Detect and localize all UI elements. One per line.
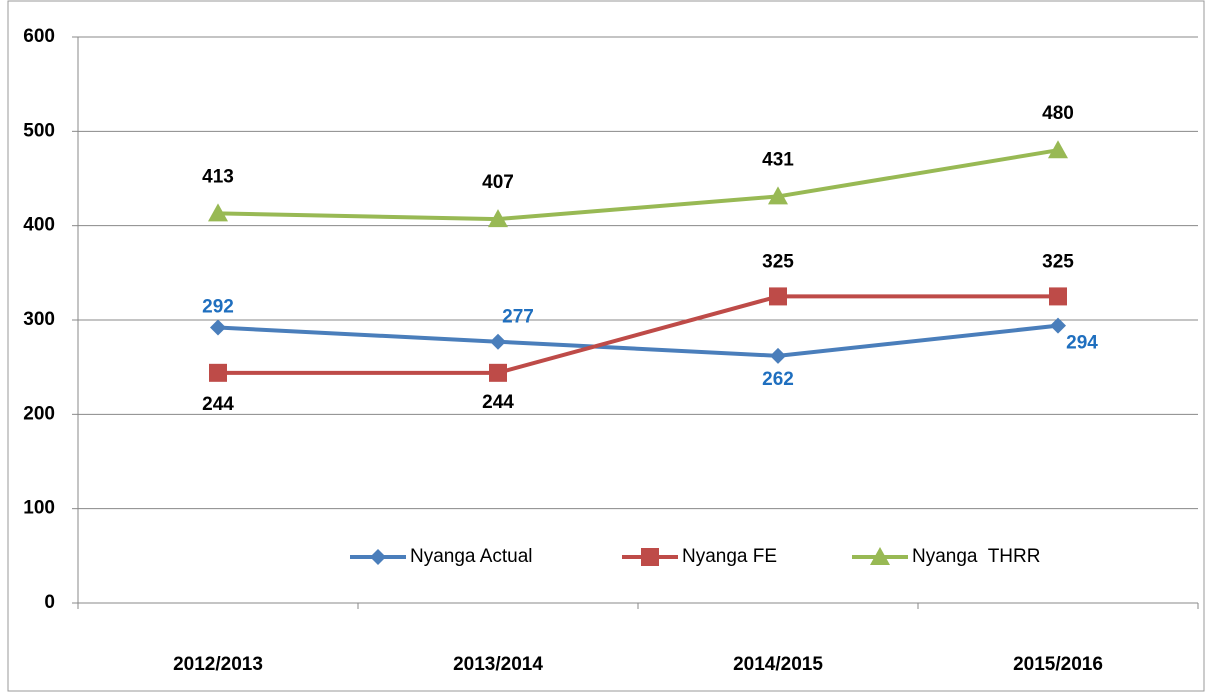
- data-label: 413: [202, 166, 234, 187]
- y-tick-label: 100: [23, 498, 55, 519]
- legend-label: Nyanga Actual: [410, 546, 533, 567]
- marker: [641, 548, 659, 566]
- data-label: 292: [202, 297, 234, 318]
- marker: [208, 203, 228, 222]
- marker: [210, 319, 226, 336]
- data-label: 277: [502, 307, 534, 328]
- data-label: 244: [202, 394, 234, 415]
- series-line: [217, 323, 1059, 358]
- data-label: 431: [762, 149, 794, 170]
- marker: [209, 363, 227, 382]
- data-label: 244: [482, 392, 514, 413]
- x-tick-label: 2013/2014: [453, 654, 543, 675]
- marker: [1049, 287, 1067, 306]
- marker: [1048, 140, 1068, 159]
- data-label: 480: [1042, 103, 1074, 124]
- legend-label: Nyanga FE: [682, 546, 777, 567]
- marker: [870, 547, 890, 565]
- data-label: 325: [762, 251, 794, 272]
- marker: [770, 347, 786, 364]
- y-tick-label: 500: [23, 120, 55, 141]
- x-tick-label: 2014/2015: [733, 654, 823, 675]
- marker: [370, 549, 386, 565]
- marker: [490, 333, 506, 350]
- series-line: [217, 148, 1059, 222]
- legend-label: Nyanga THRR: [912, 546, 1040, 567]
- marker: [488, 209, 508, 228]
- y-tick-label: 600: [23, 26, 55, 47]
- series-line: [218, 294, 1058, 375]
- y-tick-label: 300: [23, 309, 55, 330]
- y-tick-label: 400: [23, 215, 55, 236]
- marker: [769, 287, 787, 306]
- marker: [489, 363, 507, 382]
- data-label: 262: [762, 369, 794, 390]
- marker: [768, 186, 788, 205]
- y-tick-label: 0: [44, 592, 55, 613]
- data-label: 325: [1042, 251, 1074, 272]
- y-tick-label: 200: [23, 403, 55, 424]
- data-label: 294: [1066, 333, 1098, 354]
- x-tick-label: 2015/2016: [1013, 654, 1103, 675]
- marker: [1050, 317, 1066, 334]
- data-label: 407: [482, 172, 514, 193]
- x-tick-label: 2012/2013: [173, 654, 263, 675]
